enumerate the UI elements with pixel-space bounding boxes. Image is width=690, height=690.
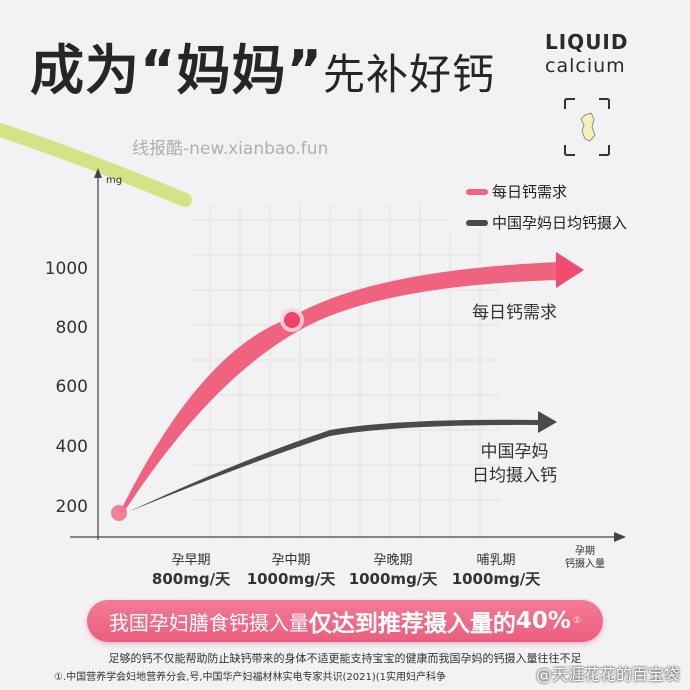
- legend-swatch: [466, 219, 488, 226]
- brand-label: LIQUID calcium: [545, 30, 629, 77]
- watermark: 线报酷-new.xianbao.fun: [132, 139, 329, 159]
- legend-item-intake: 中国孕妈日均钙摄入: [466, 212, 627, 233]
- legend-swatch: [466, 188, 488, 195]
- calcium-icon: [564, 98, 610, 156]
- y-tick: 200: [55, 497, 88, 517]
- x-category: 孕中期 1000mg/天: [246, 553, 336, 588]
- y-tick: 800: [55, 318, 88, 338]
- footnote-text: 足够的钙不仅能帮助防止缺钙带来的身体不适更能支持宝宝的健康而我国孕妈的钙摄入量往…: [108, 652, 582, 665]
- x-category: 孕晚期 1000mg/天: [348, 553, 438, 588]
- x-category: 孕早期 800mg/天: [151, 553, 231, 588]
- y-tick: 1000: [44, 259, 88, 279]
- legend-item-demand: 每日钙需求: [466, 181, 567, 202]
- x-axis-label: 孕期 钙摄入量: [565, 546, 605, 570]
- highlight-banner: 我国孕妇膳食钙摄入量 仅达到推荐摄入量的 40% ①: [87, 600, 603, 642]
- series-label-demand: 每日钙需求: [472, 303, 557, 323]
- chart-canvas: [0, 123, 626, 542]
- series-label-intake: 中国孕妈 日均摄入钙: [472, 442, 557, 486]
- y-axis-unit: mg: [106, 175, 123, 186]
- x-category: 哺乳期 1000mg/天: [451, 553, 541, 588]
- y-tick: 600: [55, 377, 88, 397]
- weibo-watermark: @天涯花花的百宝袋: [535, 665, 680, 684]
- reference-text: ①.中国营养学会妇地营养分会,号,中国华产妇福材林实电专家共识(2021)(1实…: [54, 672, 447, 683]
- y-tick: 400: [55, 437, 88, 457]
- page-title: 成为“妈妈”先补好钙: [30, 39, 495, 102]
